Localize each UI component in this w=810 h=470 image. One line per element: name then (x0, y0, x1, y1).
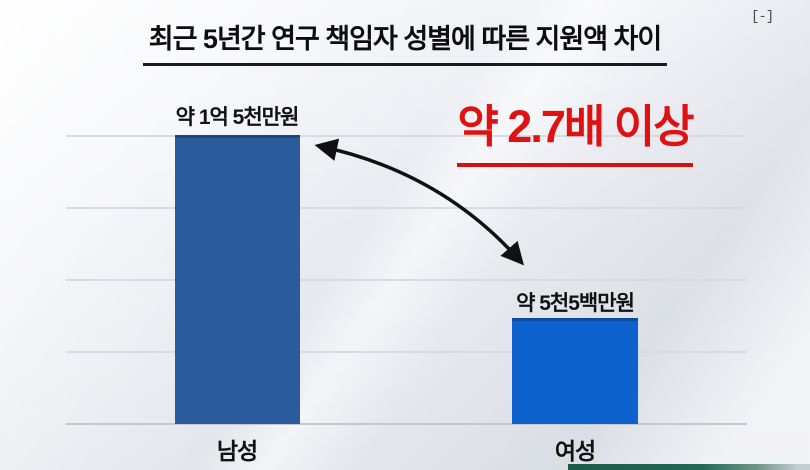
bar-female (512, 318, 638, 424)
x-axis-line (66, 423, 747, 425)
category-label-male: 남성 (216, 438, 258, 464)
value-label-female: 약 5천5백만원 (516, 292, 635, 315)
chart-title-container: 최근 5년간 연구 책임자 성별에 따른 지원액 차이 (0, 17, 810, 66)
bar-male (175, 135, 300, 424)
gridline (66, 351, 747, 353)
category-label-female: 여성 (554, 438, 596, 464)
value-label-male: 약 1억 5천만원 (175, 106, 300, 129)
collapse-control[interactable]: [-] (751, 9, 774, 25)
gridline (66, 207, 747, 209)
chart-title: 최근 5년간 연구 책임자 성별에 따른 지원액 차이 (142, 17, 668, 66)
ratio-annotation: 약 2.7배 이상 (457, 90, 695, 167)
news-ticker-edge (568, 464, 810, 470)
gridline (66, 279, 747, 281)
gridline (66, 135, 747, 137)
ratio-annotation-container: 약 2.7배 이상 (424, 90, 726, 167)
